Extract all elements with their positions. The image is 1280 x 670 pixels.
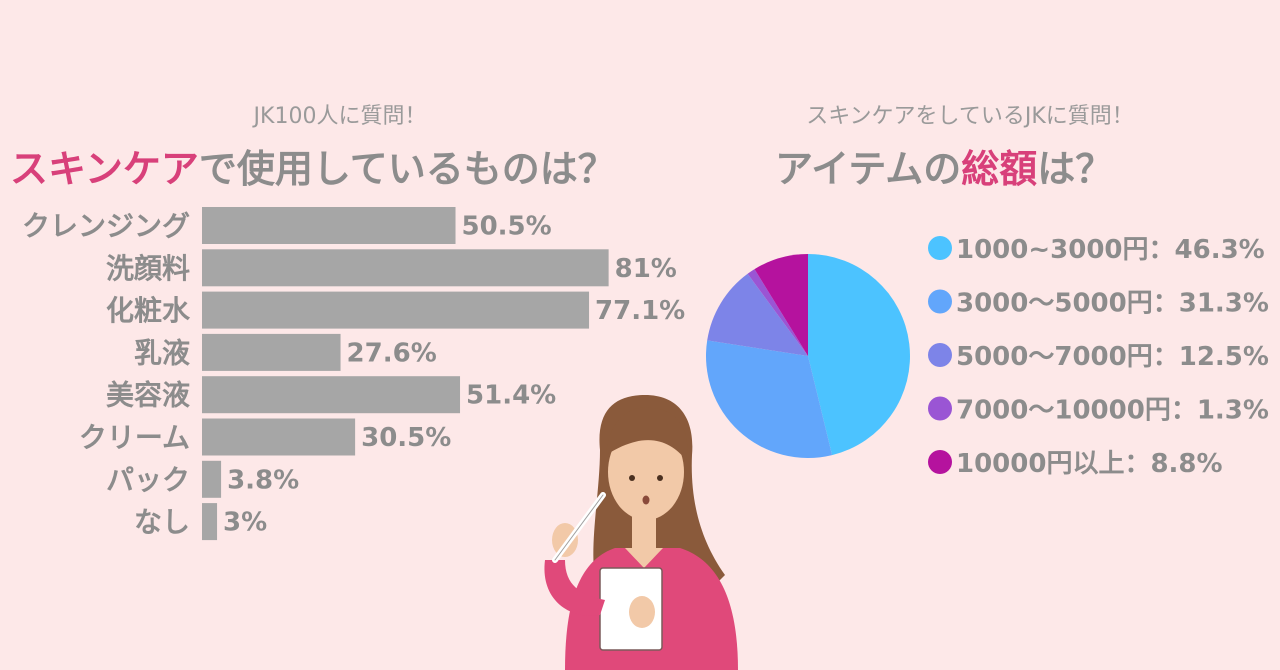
right-title-part-b: は？	[1037, 147, 1114, 191]
legend-swatch	[928, 289, 952, 314]
pie-slice	[706, 340, 833, 458]
pie-slice	[707, 273, 808, 356]
pie-slice	[747, 269, 808, 356]
bar-category-label: パック	[106, 463, 190, 496]
bar	[202, 503, 218, 541]
pie-chart	[706, 254, 911, 458]
pie-slice	[754, 254, 808, 356]
legend-label: 7000～10000円：1.3%	[956, 396, 1269, 426]
right-title: アイテムの総額は？	[775, 138, 1113, 193]
right-subtitle: スキンケアをしているJKに質問！	[806, 104, 1134, 129]
bar-value-label: 3%	[223, 508, 267, 538]
bar-value-label: 81%	[615, 254, 677, 284]
legend-swatch	[928, 236, 952, 260]
bar-chart: クレンジング 50.5% 洗顔料 81% 化粧水 77.1% 乳液 27.6% 美容液 51.4%…	[22, 207, 685, 541]
bar	[202, 418, 356, 456]
bar-category-label: なし	[134, 506, 190, 539]
bar-category-label: 洗顔料	[106, 252, 190, 285]
right-title-highlight: 総額	[961, 147, 1038, 191]
bar-category-label: クレンジング	[22, 210, 190, 243]
bar-value-label: 3.8%	[227, 465, 299, 495]
bar-category-label: クリーム	[79, 421, 190, 454]
bar-value-label: 30.5%	[361, 423, 451, 453]
legend-label: 3000～5000円：31.3%	[956, 289, 1269, 319]
bar	[202, 460, 222, 498]
left-title-rest: で使用しているものは？	[198, 147, 616, 191]
bar-value-label: 77.1%	[595, 296, 685, 326]
bar-category-label: 化粧水	[106, 294, 191, 327]
bar-value-label: 50.5%	[462, 212, 552, 242]
left-title-highlight: スキンケア	[10, 147, 199, 191]
bar	[202, 207, 456, 244]
legend-swatch	[928, 343, 952, 367]
bar	[202, 249, 609, 287]
bar-value-label: 51.4%	[466, 381, 556, 411]
bar-category-label: 美容液	[106, 379, 190, 412]
bar	[202, 291, 590, 329]
legend-swatch	[928, 396, 952, 421]
pie-slice	[808, 254, 911, 456]
legend-label: 5000～7000円：12.5%	[956, 342, 1269, 372]
pie-legend: 1000~3000円：46.3% 3000～5000円：31.3% 5000～700…	[928, 235, 1269, 479]
bar	[202, 376, 461, 414]
left-subtitle: JK100人に質問！	[253, 104, 427, 129]
legend-label: 1000~3000円：46.3%	[956, 235, 1265, 265]
bar-category-label: 乳液	[134, 336, 190, 369]
bar	[202, 333, 341, 371]
bar-value-label: 27.6%	[347, 338, 437, 368]
right-title-part-a: アイテムの	[775, 147, 962, 191]
girl-illustration	[544, 395, 738, 670]
legend-label: 10000円以上：8.8%	[956, 449, 1223, 479]
left-title: スキンケアで使用しているものは？	[10, 138, 616, 193]
legend-swatch	[928, 450, 952, 474]
